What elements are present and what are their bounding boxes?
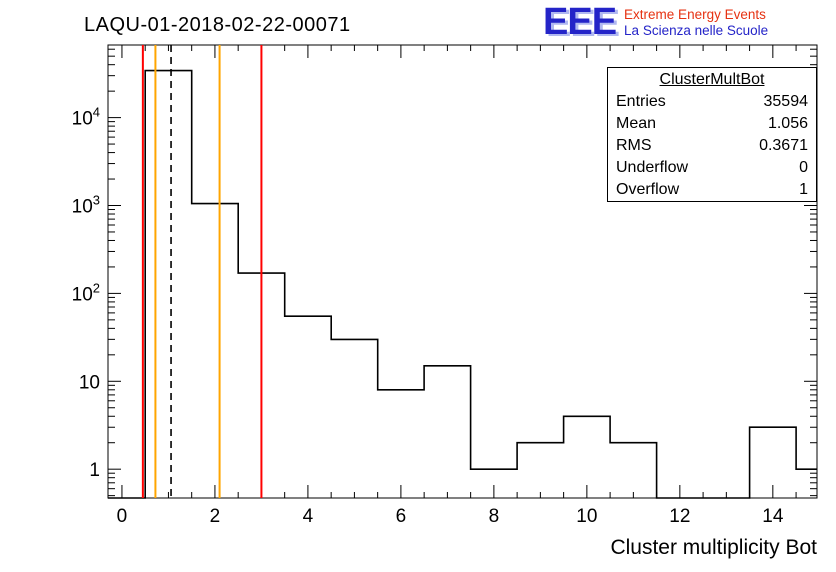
- y-tick-label: 102: [72, 280, 100, 305]
- logo-subtitle-italian: La Scienza nelle Scuole: [624, 23, 769, 38]
- histogram-line: [108, 69, 817, 499]
- x-tick-label: 8: [489, 506, 500, 527]
- x-tick-label: 2: [210, 506, 221, 527]
- stats-row-label: RMS: [616, 137, 652, 154]
- x-tick-label: 10: [576, 506, 597, 527]
- plot-frame: [107, 44, 818, 499]
- stats-row: Mean 1.056: [608, 113, 816, 135]
- y-tick-label: 1: [89, 460, 100, 481]
- stats-row-value: 35594: [763, 93, 809, 110]
- x-tick-label: 14: [762, 506, 784, 527]
- x-axis: 0 2 4 6 8 10 12 14: [117, 45, 797, 527]
- y-tick-label: 10: [79, 372, 100, 393]
- stats-box: ClusterMultBot Entries 35594 Mean 1.056 RMS 0…: [607, 67, 817, 202]
- eee-logo: EEE Extreme Energy Events La Scienza nel…: [543, 1, 768, 43]
- x-tick-label: 12: [669, 506, 690, 527]
- plot-title: LAQU-01-2018-02-22-00071: [84, 14, 351, 36]
- stats-row: Entries 35594: [608, 91, 816, 113]
- stats-row: Underflow 0: [608, 157, 816, 179]
- stats-row: RMS 0.3671: [608, 135, 816, 157]
- stats-row-label: Underflow: [616, 159, 689, 176]
- stats-row-value: 1.056: [767, 115, 808, 132]
- stats-box-title: ClusterMultBot: [659, 71, 765, 88]
- x-tick-label: 4: [303, 506, 314, 527]
- x-tick-label: 0: [117, 506, 128, 527]
- stats-row-value: 1: [799, 181, 808, 198]
- eee-logo-text: EEE: [543, 1, 617, 43]
- stats-row-label: Overflow: [616, 181, 680, 198]
- stats-row-value: 0.3671: [759, 137, 808, 154]
- stats-row-label: Mean: [616, 115, 657, 132]
- eee-logo-subtitles: Extreme Energy Events La Scienza nelle S…: [624, 5, 768, 39]
- stats-row: Overflow 1: [608, 179, 816, 201]
- y-tick-label: 104: [72, 105, 100, 130]
- stats-box-rows: Entries 35594 Mean 1.056 RMS 0.3671 Underflow 0…: [608, 91, 816, 201]
- x-axis-title: Cluster multiplicity Bot: [610, 536, 817, 559]
- logo-subtitle-english: Extreme Energy Events: [624, 7, 766, 22]
- x-tick-label: 6: [396, 506, 407, 527]
- y-tick-label: 103: [72, 192, 100, 217]
- stats-row-label: Entries: [616, 93, 666, 110]
- stats-row-value: 0: [799, 159, 808, 176]
